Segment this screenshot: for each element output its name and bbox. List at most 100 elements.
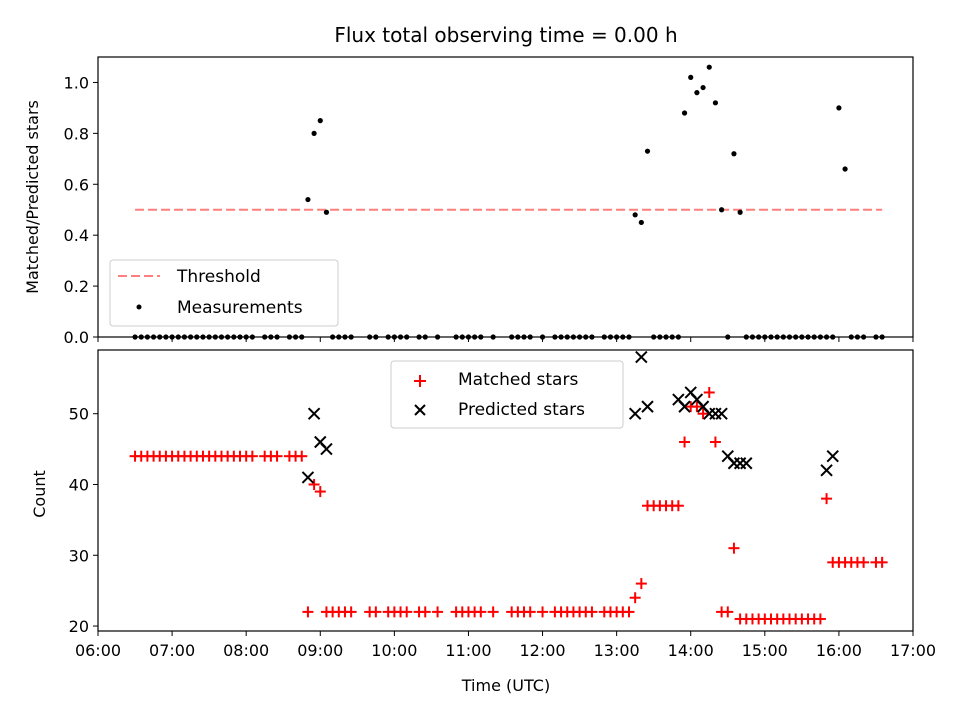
matched-star-point (703, 386, 715, 398)
measurement-point (694, 90, 700, 96)
measurement-point (632, 212, 638, 218)
measurement-point (737, 209, 743, 215)
legend-predicted-label: Predicted stars (458, 400, 585, 420)
predicted-star-point (709, 407, 722, 420)
measurement-point (305, 196, 311, 203)
count-x-tick-label: 06:00 (75, 641, 121, 660)
measurement-point (644, 148, 651, 154)
measurement-point (836, 105, 842, 111)
predicted-star-point (307, 407, 321, 420)
predicted-star-point (715, 407, 728, 420)
legend-matched-swatch (414, 375, 426, 387)
ratio-y-axis-label: Matched/Predicted stars (23, 100, 42, 294)
matched-star-point (370, 606, 382, 618)
matched-star-point (345, 606, 357, 618)
count-x-tick-label: 13:00 (594, 641, 640, 660)
measurement-point (688, 74, 694, 80)
matched-star-point (623, 606, 635, 618)
count-y-tick-label: 20 (69, 617, 89, 636)
ratio-panel: 0.0 0.2 0.4 0.6 0.8 1.0 Matched/Predicted sta… (23, 56, 914, 347)
count-panel-frame (97, 349, 914, 632)
count-y-tick-label: 40 (69, 475, 89, 494)
matched-star-point (302, 606, 314, 618)
count-x-tick-label: 09:00 (297, 641, 343, 660)
measurement-point (311, 130, 317, 136)
measurement-point (317, 118, 323, 124)
ratio-panel-frame (97, 56, 914, 338)
legend-predicted-swatch (414, 404, 426, 416)
count-panel: 20 30 40 50 06:00 07:00 08:00 09:00 10:00 11:00 1… (30, 349, 936, 695)
measurement-point (700, 84, 706, 91)
predicted-star-point (826, 449, 839, 463)
ratio-y-tick-label: 0.2 (64, 277, 89, 296)
measurement-point (681, 110, 688, 116)
chart-title: Flux total observing time = 0.00 h (334, 23, 677, 47)
measurement-point (712, 100, 719, 106)
ratio-legend: Threshold Measurements (109, 259, 339, 327)
predicted-star-point (635, 350, 648, 364)
matched-star-point (524, 606, 536, 618)
matched-star-point (487, 606, 499, 618)
count-x-tick-label: 16:00 (816, 641, 862, 660)
predicted-star-point (641, 400, 654, 413)
matched-star-point (537, 606, 549, 618)
matched-star-point (728, 542, 740, 554)
ratio-legend-box (109, 259, 339, 327)
predicted-star-point (678, 400, 691, 413)
measurement-point (842, 166, 848, 172)
matched-star-point (876, 556, 888, 568)
matched-star-point (629, 592, 641, 604)
matched-star-point (858, 556, 870, 568)
count-y-tick-label: 30 (69, 546, 89, 565)
matched-star-point (709, 436, 721, 448)
matched-star-point (401, 606, 413, 618)
measurement-point (731, 151, 737, 157)
matched-star-point (296, 450, 308, 462)
matched-star-point (722, 606, 734, 618)
predicted-star-point (727, 457, 741, 470)
matched-star-point (419, 606, 431, 618)
legend-measurements-swatch (136, 304, 142, 310)
predicted-star-point (628, 407, 642, 420)
matched-star-point (271, 450, 283, 462)
predicted-star-point (320, 442, 333, 456)
matched-star-point (672, 500, 684, 512)
legend-threshold-label: Threshold (176, 267, 261, 287)
predicted-star-point (820, 464, 833, 477)
count-legend-box (390, 360, 624, 429)
count-y-tick-label: 50 (69, 405, 89, 424)
count-x-tick-label: 12:00 (519, 641, 565, 660)
matched-star-point (697, 408, 709, 420)
matched-star-point (814, 613, 826, 625)
count-x-axis-label: Time (UTC) (461, 676, 550, 695)
measurement-point (718, 207, 725, 213)
measurement-point (323, 209, 330, 215)
count-x-tick-label: 11:00 (445, 641, 491, 660)
count-x-tick-label: 14:00 (668, 641, 714, 660)
measurement-point (706, 64, 712, 70)
legend-measurements-label: Measurements (177, 298, 303, 318)
matched-star-point (246, 450, 258, 462)
matched-star-point (586, 606, 598, 618)
predicted-star-point (301, 471, 315, 484)
matched-star-point (635, 578, 647, 590)
count-x-tick-label: 10:00 (371, 641, 417, 660)
matched-star-point (308, 478, 320, 490)
count-x-tick-label: 07:00 (149, 641, 195, 660)
matched-star-point (475, 606, 487, 618)
predicted-star-point (733, 457, 747, 470)
count-x-tick-label: 17:00 (890, 641, 936, 660)
matched-star-point (679, 436, 691, 448)
matched-star-point (691, 401, 703, 413)
ratio-y-tick-label: 0.0 (64, 328, 89, 347)
count-x-tick-label: 08:00 (223, 641, 269, 660)
matched-star-point (821, 493, 833, 505)
count-legend: Matched stars Predicted stars (390, 360, 624, 429)
matched-star-point (432, 606, 444, 618)
ratio-y-tick-label: 1.0 (64, 73, 89, 92)
matched-star-point (314, 486, 326, 498)
ratio-y-tick-label: 0.4 (64, 226, 89, 245)
ratio-y-tick-label: 0.6 (64, 175, 89, 194)
count-y-axis-label: Count (30, 470, 49, 518)
